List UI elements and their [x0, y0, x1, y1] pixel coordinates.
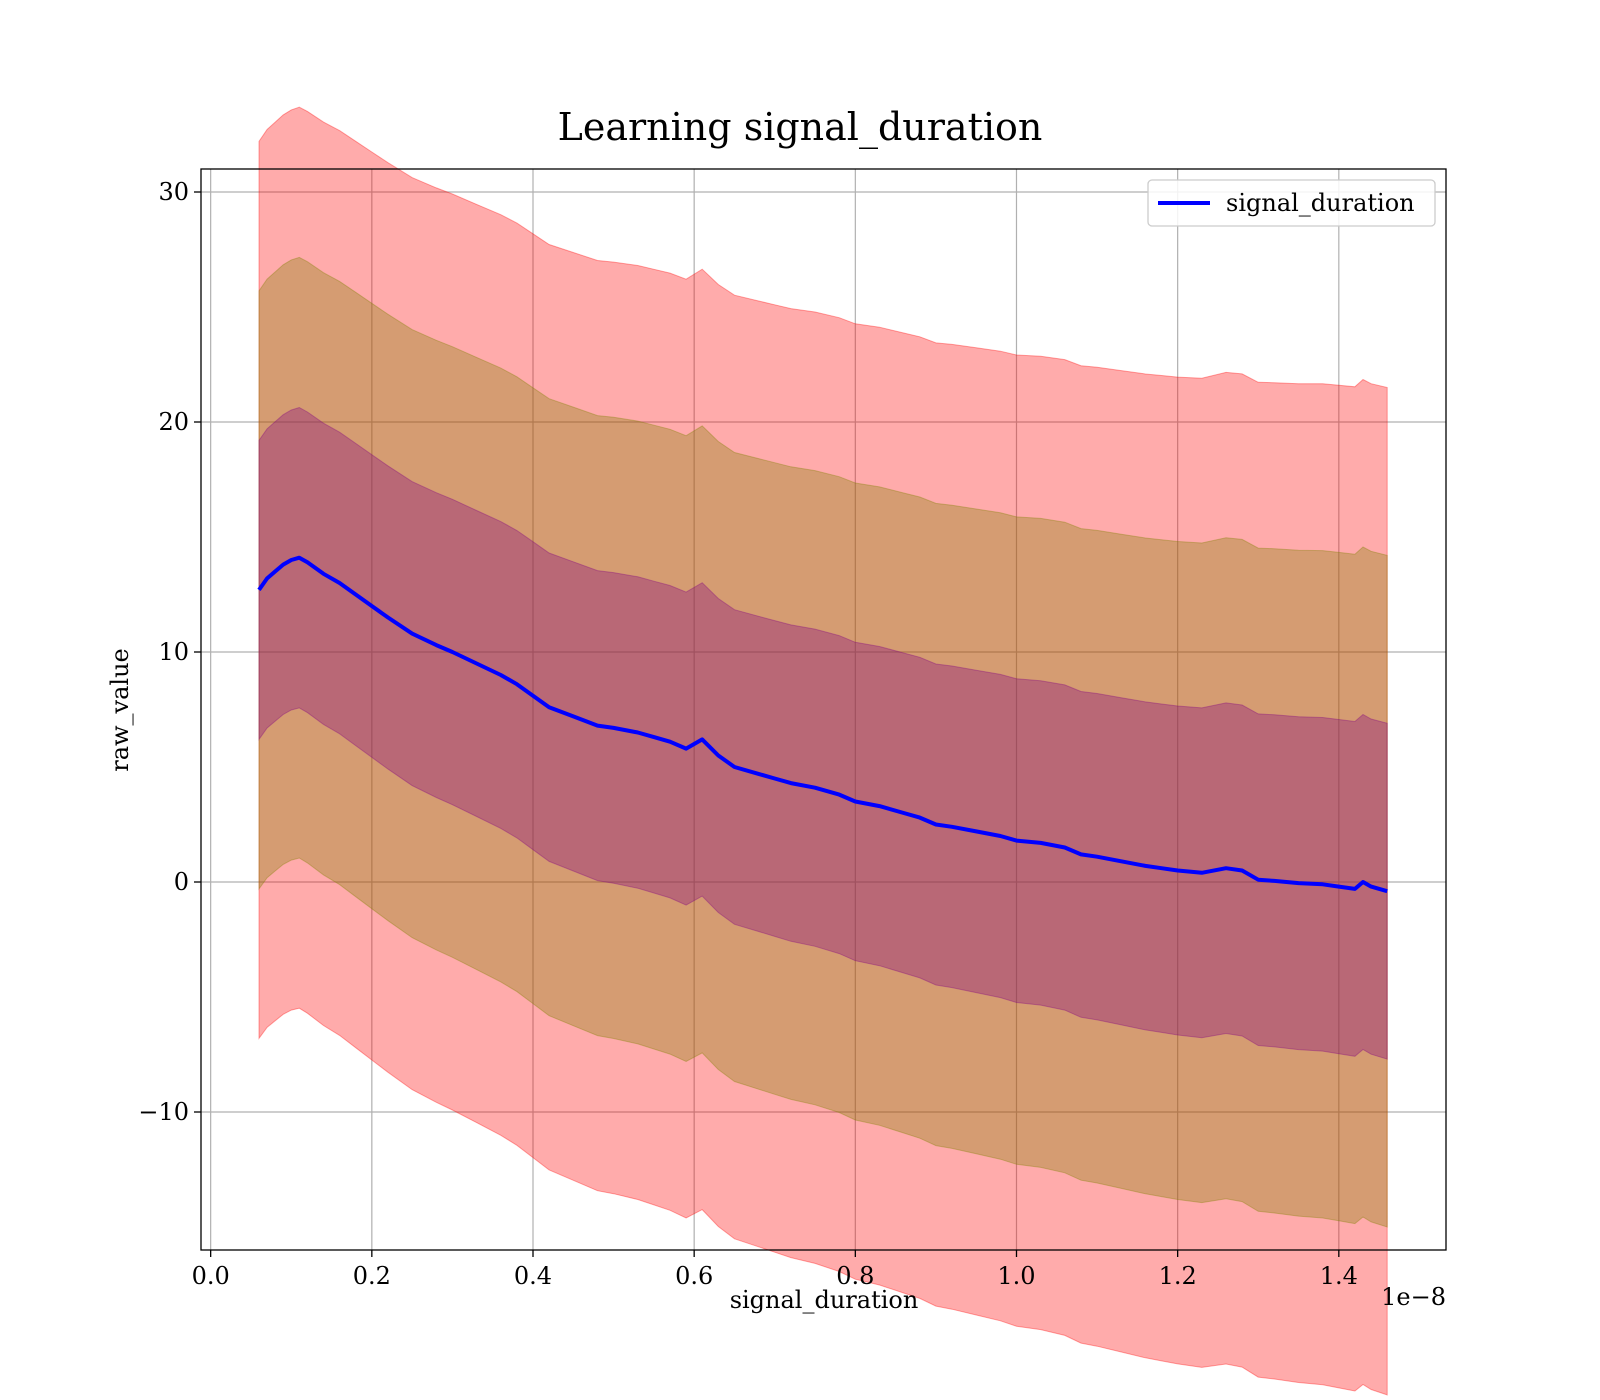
- series-lines: [257, 555, 1388, 894]
- y-tick-label: 0: [174, 868, 189, 896]
- y-tick-label: 10: [158, 638, 189, 666]
- y-axis-label: raw_value: [106, 648, 134, 772]
- ticks: 0.0 0.2 0.4 0.6 0.8 1.0 1.2 1.4 −10 0 10 20 30: [138, 178, 1358, 1290]
- legend-label: signal_duration: [1226, 189, 1415, 217]
- band-2sd: [258, 256, 1388, 1228]
- x-tick-label: 1.4: [1320, 1262, 1358, 1290]
- sd-bands: [258, 106, 1388, 1396]
- chart-title: Learning signal_duration: [558, 105, 1043, 150]
- x-offset-label: 1e−8: [1381, 1283, 1446, 1311]
- x-tick-label: 1.2: [1159, 1262, 1197, 1290]
- x-tick-label: 0.0: [192, 1262, 230, 1290]
- legend: signal_duration: [1147, 179, 1436, 227]
- y-tick-label: 20: [158, 408, 189, 436]
- x-tick-label: 0.4: [514, 1262, 552, 1290]
- series-line-signal-duration: [257, 555, 1388, 894]
- x-tick-label: 0.6: [675, 1262, 713, 1290]
- x-axis-label: signal_duration: [730, 1286, 919, 1314]
- plot-frame: [200, 168, 1447, 1251]
- x-tick-label: 0.8: [836, 1262, 874, 1290]
- band-1sd: [258, 406, 1388, 1060]
- band-3sd: [258, 106, 1388, 1396]
- legend-box: [1147, 179, 1436, 227]
- x-tick-label: 1.0: [997, 1262, 1035, 1290]
- grid: [201, 169, 1446, 1250]
- x-tick-label: 0.2: [353, 1262, 391, 1290]
- y-tick-label: 30: [158, 178, 189, 206]
- y-tick-label: −10: [138, 1098, 189, 1126]
